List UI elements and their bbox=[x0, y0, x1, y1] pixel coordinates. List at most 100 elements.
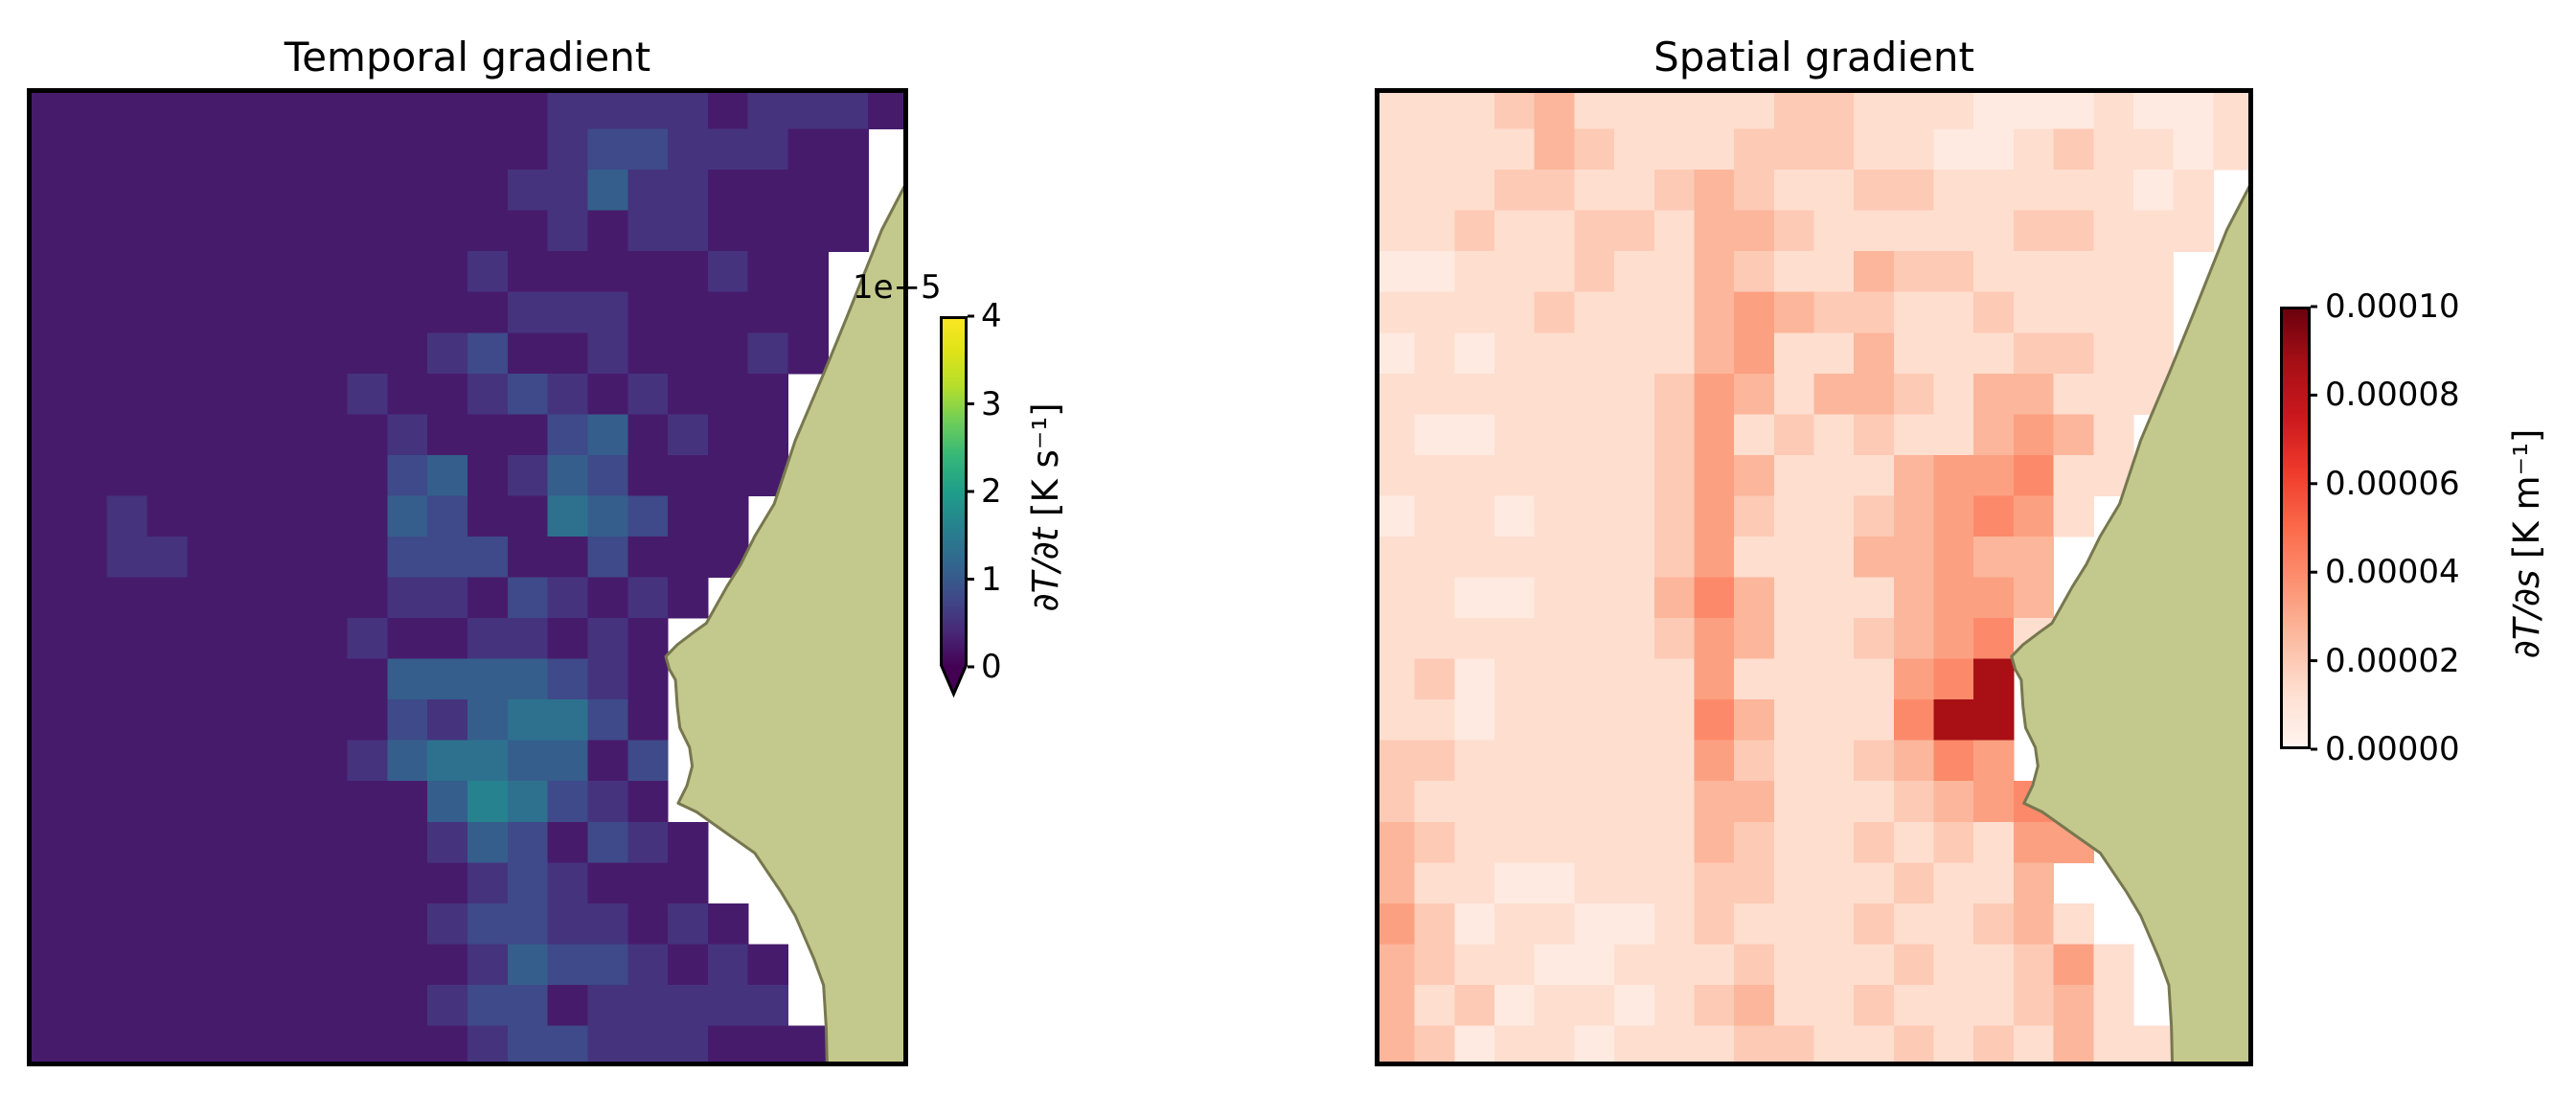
axes-spine bbox=[1375, 88, 2253, 1066]
heatmap-cell bbox=[1653, 699, 1696, 742]
heatmap-cell bbox=[187, 536, 228, 579]
heatmap-cell bbox=[1574, 373, 1615, 415]
heatmap-cell bbox=[227, 251, 268, 293]
heatmap-cell bbox=[1534, 658, 1576, 700]
heatmap-cell bbox=[2053, 251, 2094, 293]
heatmap-cell bbox=[587, 658, 628, 700]
heatmap-cell bbox=[1893, 291, 1935, 333]
heatmap-cell bbox=[507, 414, 549, 456]
heatmap-cell bbox=[1375, 740, 1416, 782]
heatmap-cell bbox=[387, 373, 428, 415]
heatmap-cell bbox=[467, 781, 509, 823]
heatmap-cell bbox=[2213, 88, 2253, 130]
heatmap-cell bbox=[507, 984, 549, 1027]
heatmap-cell bbox=[427, 903, 468, 945]
heatmap-cell bbox=[427, 658, 468, 700]
heatmap-cell bbox=[187, 1025, 228, 1066]
colorbar-tick-label: 3 bbox=[981, 384, 1002, 423]
heatmap-cell bbox=[1933, 495, 1974, 537]
heatmap-cell bbox=[668, 862, 709, 904]
heatmap-cell bbox=[1454, 128, 1495, 171]
heatmap-cell bbox=[547, 821, 589, 863]
heatmap-cell bbox=[507, 291, 549, 333]
heatmap-cell bbox=[1694, 291, 1735, 333]
heatmap-cell bbox=[747, 1025, 789, 1066]
heatmap-cell bbox=[467, 944, 509, 986]
heatmap-cell bbox=[1614, 495, 1655, 537]
heatmap-cell bbox=[1734, 618, 1775, 660]
heatmap-cell bbox=[1734, 251, 1775, 293]
heatmap-cell bbox=[547, 903, 589, 945]
heatmap-cell bbox=[1973, 454, 2015, 497]
heatmap-cell bbox=[387, 88, 428, 130]
heatmap-cell bbox=[1454, 291, 1495, 333]
heatmap-cell bbox=[1813, 577, 1855, 619]
heatmap-cell bbox=[1614, 414, 1655, 456]
heatmap-cell bbox=[587, 291, 628, 333]
heatmap-cell bbox=[307, 88, 349, 130]
heatmap-cell bbox=[66, 577, 108, 619]
heatmap-cell bbox=[1973, 618, 2015, 660]
heatmap-cell bbox=[266, 454, 308, 497]
heatmap-cell bbox=[1414, 740, 1455, 782]
heatmap-cell bbox=[1773, 944, 1815, 986]
heatmap-cell bbox=[668, 495, 709, 537]
heatmap-cell bbox=[2013, 862, 2055, 904]
heatmap-cell bbox=[2013, 332, 2055, 375]
heatmap-cell bbox=[1813, 618, 1855, 660]
heatmap-cell bbox=[1694, 495, 1735, 537]
heatmap-cell bbox=[2132, 128, 2175, 171]
heatmap-cell bbox=[1494, 414, 1536, 456]
heatmap-cell bbox=[1933, 88, 1974, 130]
heatmap-cell bbox=[387, 291, 428, 333]
heatmap-cell bbox=[747, 984, 789, 1027]
heatmap-cell bbox=[467, 658, 509, 700]
heatmap-cell bbox=[1694, 210, 1735, 252]
heatmap-cell bbox=[147, 1025, 188, 1066]
heatmap-cell bbox=[227, 903, 268, 945]
heatmap-cell bbox=[2053, 210, 2094, 252]
heatmap-cell bbox=[828, 170, 869, 212]
heatmap-cell bbox=[147, 577, 188, 619]
heatmap-cell bbox=[427, 373, 468, 415]
heatmap-cell bbox=[1494, 821, 1536, 863]
heatmap-cell bbox=[747, 414, 789, 456]
heatmap-cell bbox=[1893, 740, 1935, 782]
heatmap-cell bbox=[147, 332, 188, 375]
heatmap-cell bbox=[307, 170, 349, 212]
heatmap-cell bbox=[1454, 251, 1495, 293]
heatmap-cell bbox=[66, 495, 108, 537]
heatmap-cell bbox=[106, 984, 148, 1027]
heatmap-cell bbox=[1375, 373, 1416, 415]
heatmap-cell bbox=[1973, 577, 2015, 619]
heatmap-cell bbox=[427, 781, 468, 823]
heatmap-cell bbox=[266, 984, 308, 1027]
heatmap-cell bbox=[147, 862, 188, 904]
heatmap-cell bbox=[747, 251, 789, 293]
heatmap-cell bbox=[227, 332, 268, 375]
heatmap-cell bbox=[1454, 454, 1495, 497]
heatmap-cell bbox=[2013, 291, 2055, 333]
heatmap-cell bbox=[1454, 210, 1495, 252]
heatmap-cell bbox=[2053, 373, 2094, 415]
heatmap-cell bbox=[668, 536, 709, 579]
heatmap-cell bbox=[2132, 88, 2175, 130]
temporal-colorbar-label-math: ∂T/∂t bbox=[1025, 527, 1066, 612]
heatmap-cell bbox=[1653, 821, 1696, 863]
heatmap-cell bbox=[1773, 251, 1815, 293]
heatmap-cell bbox=[1854, 454, 1895, 497]
heatmap-cell bbox=[1375, 210, 1416, 252]
heatmap-cell bbox=[1614, 944, 1655, 986]
heatmap-cell bbox=[627, 618, 669, 660]
heatmap-cell bbox=[1854, 414, 1895, 456]
heatmap-cell bbox=[66, 699, 108, 742]
heatmap-cell bbox=[1614, 373, 1655, 415]
heatmap-cell bbox=[1973, 536, 2015, 579]
heatmap-cell bbox=[507, 862, 549, 904]
heatmap-cell bbox=[1574, 454, 1615, 497]
heatmap-cell bbox=[1893, 414, 1935, 456]
heatmap-cell bbox=[747, 373, 789, 415]
heatmap-cell bbox=[27, 414, 68, 456]
heatmap-cell bbox=[266, 618, 308, 660]
heatmap-cell bbox=[427, 210, 468, 252]
